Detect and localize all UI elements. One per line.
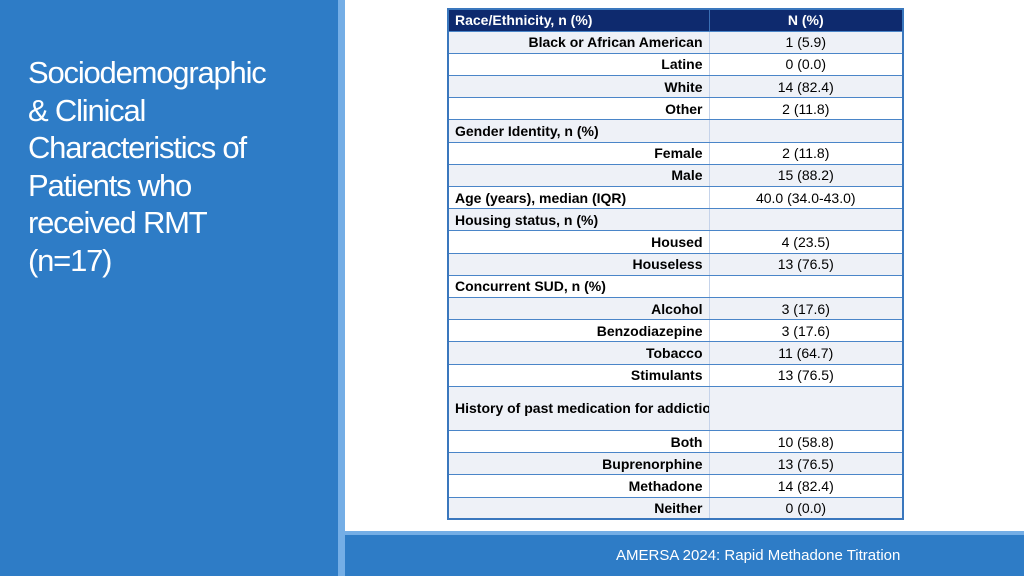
row-value: 13 (76.5) [709, 253, 903, 276]
row-label: Other [448, 97, 710, 121]
row-label: Houseless [448, 253, 710, 276]
table-row: Latine 0 (0.0) [448, 53, 903, 77]
section-row: History of past medication for addiction… [448, 386, 903, 432]
row-label: Female [448, 142, 710, 165]
section-row: Concurrent SUD, n (%) [448, 275, 903, 298]
row-label: White [448, 75, 710, 99]
slide-title-line: Characteristics of [28, 130, 247, 165]
section-row: Housing status, n (%) [448, 208, 903, 232]
row-value: 14 (82.4) [709, 474, 903, 498]
footer-bar [345, 531, 1024, 576]
row-label: Benzodiazepine [448, 319, 710, 343]
header-n-percent: N (%) [709, 9, 903, 32]
row-value: 15 (88.2) [709, 164, 903, 188]
slide-title-line: (n=17) [28, 242, 112, 278]
row-label: Black or African American [448, 31, 710, 54]
table-row: Houseless 13 (76.5) [448, 253, 903, 276]
row-value: 13 (76.5) [709, 452, 903, 476]
row-label: Both [448, 430, 710, 454]
row-value: 1 (5.9) [709, 31, 903, 54]
row-value: 40.0 (34.0-43.0) [709, 186, 903, 210]
footer-text: AMERSA 2024: Rapid Methadone Titration [616, 547, 901, 564]
row-label: Neither [448, 497, 710, 520]
row-value [709, 275, 903, 298]
table-row: Neither 0 (0.0) [448, 497, 903, 520]
section-row: Age (years), median (IQR) 40.0 (34.0-43.… [448, 186, 903, 210]
characteristics-table: Race/Ethnicity, n (%) N (%) Black or Afr… [447, 8, 904, 521]
table-row: Methadone 14 (82.4) [448, 474, 903, 498]
table-row: Other 2 (11.8) [448, 97, 903, 121]
row-value: 11 (64.7) [709, 341, 903, 365]
table-row: Housed 4 (23.5) [448, 230, 903, 254]
section-row: Gender Identity, n (%) [448, 119, 903, 143]
table-row: Black or African American 1 (5.9) [448, 31, 903, 54]
row-label: Tobacco [448, 341, 710, 365]
row-value [709, 386, 903, 432]
table-row: Both 10 (58.8) [448, 430, 903, 454]
table-row: White 14 (82.4) [448, 75, 903, 99]
row-value: 14 (82.4) [709, 75, 903, 99]
row-value [709, 119, 903, 143]
table-row: Male 15 (88.2) [448, 164, 903, 188]
table-header-row: Race/Ethnicity, n (%) N (%) [448, 9, 903, 32]
row-value: 3 (17.6) [709, 297, 903, 321]
table-row: Tobacco 11 (64.7) [448, 341, 903, 365]
panel-divider [338, 0, 345, 576]
section-label: Concurrent SUD, n (%) [448, 275, 710, 298]
row-label: Alcohol [448, 297, 710, 321]
table-row: Stimulants 13 (76.5) [448, 364, 903, 387]
slide-title: Sociodemographic & Clinical Characterist… [28, 54, 328, 279]
slide-title-line: Sociodemographic [28, 55, 267, 90]
row-value: 4 (23.5) [709, 230, 903, 254]
row-value: 0 (0.0) [709, 53, 903, 77]
table-row: Buprenorphine 13 (76.5) [448, 452, 903, 476]
row-value: 10 (58.8) [709, 430, 903, 454]
row-value: 2 (11.8) [709, 97, 903, 121]
row-label: Buprenorphine [448, 452, 710, 476]
row-value: 2 (11.8) [709, 142, 903, 165]
row-value: 0 (0.0) [709, 497, 903, 520]
table-row: Alcohol 3 (17.6) [448, 297, 903, 321]
row-value: 13 (76.5) [709, 364, 903, 387]
row-label: Methadone [448, 474, 710, 498]
row-label: Stimulants [448, 364, 710, 387]
slide-title-line: received RMT [28, 205, 208, 240]
table-row: Benzodiazepine 3 (17.6) [448, 319, 903, 343]
section-label: Gender Identity, n (%) [448, 119, 710, 143]
slide-title-line: Patients who [28, 167, 192, 203]
section-label: Age (years), median (IQR) [448, 186, 710, 210]
row-label: Housed [448, 230, 710, 254]
row-value [709, 208, 903, 232]
slide-title-line: & Clinical [28, 92, 146, 128]
section-label: History of past medication for addiction… [448, 386, 710, 432]
row-value: 3 (17.6) [709, 319, 903, 343]
left-title-panel [0, 0, 338, 576]
header-race-ethnicity: Race/Ethnicity, n (%) [448, 9, 710, 32]
row-label: Latine [448, 53, 710, 77]
table-row: Female 2 (11.8) [448, 142, 903, 165]
row-label: Male [448, 164, 710, 188]
section-label: Housing status, n (%) [448, 208, 710, 232]
